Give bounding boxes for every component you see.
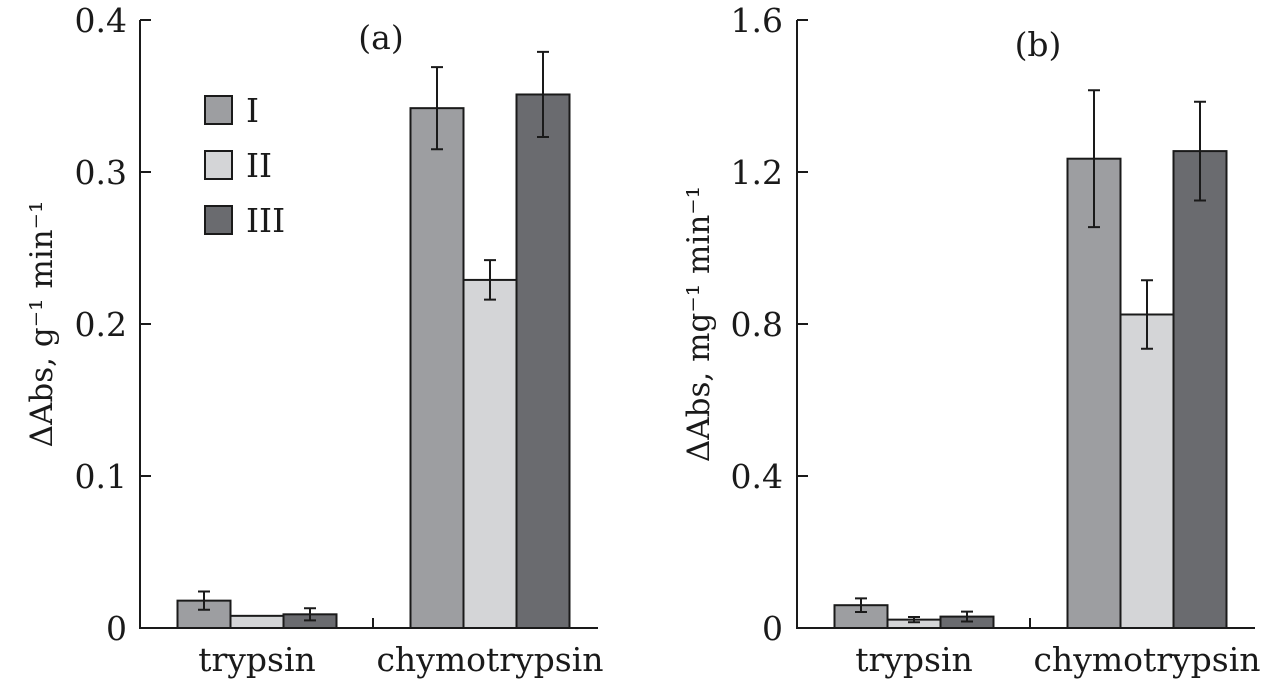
legend-label-II: II [246, 146, 272, 185]
panel-b-ytick-label-1: 0.4 [731, 457, 783, 496]
panel-b: 0 0.4 0.8 1.2 1.6 trypsin chymotrypsin (… [681, 1, 1261, 679]
panel-a-ylabel: ΔAbs, g⁻¹ min⁻¹ [24, 201, 60, 448]
panel-a-ytick-label-4: 0.4 [75, 1, 127, 40]
panel-a-axes [139, 20, 598, 629]
panel-a-ytick-label-0: 0 [106, 609, 127, 648]
panel-b-bar-chymotrypsin-II [1119, 313, 1175, 629]
panel-a-err-chymotrypsin-II [484, 259, 496, 301]
panel-a-label: (a) [358, 18, 403, 57]
panel-b-bar-chymotrypsin-III [1172, 150, 1228, 629]
panel-b-label: (b) [1015, 25, 1062, 64]
panel-b-err-chymotrypsin-I [1088, 89, 1100, 229]
panel-a-ytick-label-1: 0.1 [75, 457, 127, 496]
panel-b-err-chymotrypsin-II [1141, 279, 1153, 350]
panel-b-err-chymotrypsin-III [1194, 100, 1206, 202]
panel-b-err-trypsin-III [961, 610, 973, 623]
panel-b-errorbars [855, 89, 1206, 624]
legend-label-I: I [246, 91, 259, 130]
panel-a-bar-chymotrypsin-II [462, 278, 518, 629]
panel-a-ytick-label-2: 0.2 [75, 305, 127, 344]
panel-a-bar-chymotrypsin-I [409, 107, 465, 630]
panel-a-bar-chymotrypsin-III [515, 93, 571, 630]
panel-b-ytick-label-3: 1.2 [731, 153, 783, 192]
panel-b-bar-chymotrypsin-I [1066, 157, 1122, 629]
panel-a-err-chymotrypsin-I [431, 66, 443, 151]
panel-b-ytick-label-4: 1.6 [731, 1, 783, 40]
panel-a-yticks: 0 0.1 0.2 0.3 0.4 [75, 1, 151, 648]
panel-a-legend: I II III [204, 91, 285, 240]
panel-b-bars [833, 150, 1228, 630]
panel-a-xlabel-chymotrypsin: chymotrypsin [376, 640, 603, 679]
panel-a-ytick-label-3: 0.3 [75, 153, 127, 192]
legend-swatch-III [204, 205, 233, 235]
panel-b-axes [796, 20, 1255, 629]
panel-a-errorbars [198, 50, 549, 622]
panel-a: 0 0.1 0.2 0.3 0.4 trypsin chymotrypsin (… [24, 1, 604, 679]
legend-swatch-II [204, 150, 233, 180]
panel-b-ylabel: ΔAbs, mg⁻¹ min⁻¹ [681, 186, 717, 462]
panel-b-ytick-label-2: 0.8 [731, 305, 783, 344]
panel-a-err-trypsin-I [198, 590, 210, 611]
panel-a-err-trypsin-III [304, 607, 316, 622]
panel-b-xlabel-trypsin: trypsin [855, 640, 973, 679]
panel-b-err-trypsin-I [855, 597, 867, 614]
legend-label-III: III [246, 201, 285, 240]
panel-b-err-trypsin-II [908, 615, 920, 624]
panel-b-yticks: 0 0.4 0.8 1.2 1.6 [731, 1, 808, 648]
panel-a-bar-trypsin-II [229, 614, 285, 630]
panel-a-bars [176, 93, 571, 630]
panel-b-xlabel-chymotrypsin: chymotrypsin [1033, 640, 1260, 679]
panel-b-ytick-label-0: 0 [762, 609, 783, 648]
panel-a-xlabel-trypsin: trypsin [198, 640, 316, 679]
legend-swatch-I [204, 95, 233, 125]
panel-a-err-chymotrypsin-III [537, 50, 549, 139]
